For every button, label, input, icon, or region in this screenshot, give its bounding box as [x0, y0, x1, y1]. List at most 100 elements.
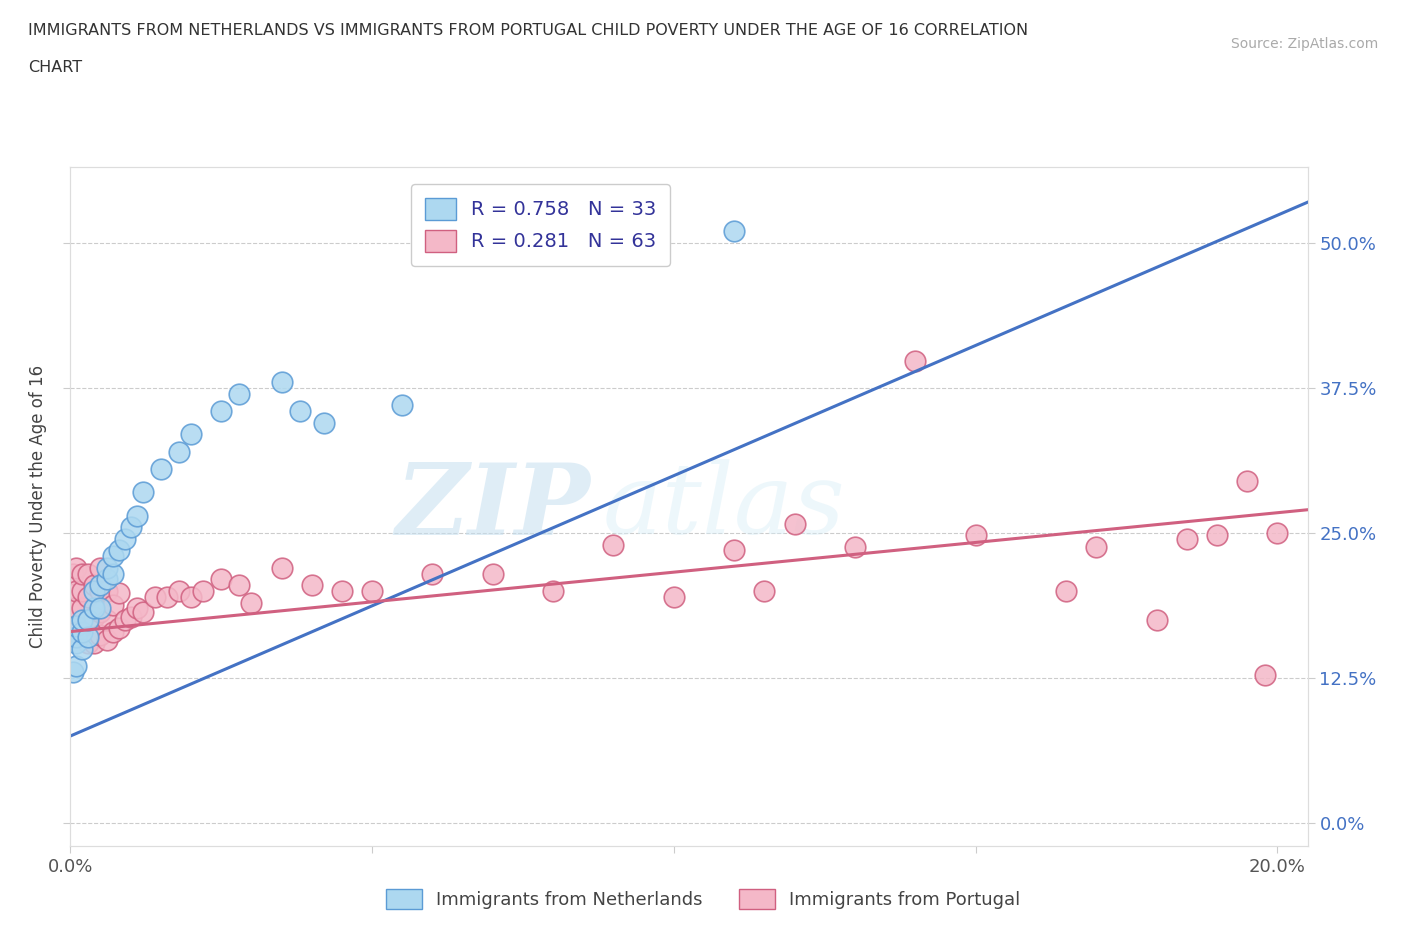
Point — [754, 583, 776, 598]
Point — [541, 583, 564, 598]
Point — [114, 613, 136, 628]
Point — [120, 609, 142, 624]
Text: Source: ZipAtlas.com: Source: ZipAtlas.com — [1230, 37, 1378, 51]
Point — [270, 375, 292, 390]
Point — [65, 601, 87, 616]
Point — [101, 566, 124, 581]
Point — [391, 398, 413, 413]
Point — [77, 613, 100, 628]
Point — [65, 583, 87, 598]
Point — [77, 613, 100, 628]
Point — [125, 508, 148, 523]
Point — [65, 630, 87, 644]
Text: CHART: CHART — [28, 60, 82, 75]
Point — [904, 353, 927, 368]
Y-axis label: Child Poverty Under the Age of 16: Child Poverty Under the Age of 16 — [30, 365, 48, 648]
Point — [65, 636, 87, 651]
Point — [83, 578, 105, 592]
Point — [89, 628, 111, 643]
Point — [65, 561, 87, 576]
Point — [723, 224, 745, 239]
Point — [1206, 528, 1229, 543]
Point — [844, 539, 866, 554]
Point — [101, 597, 124, 612]
Point — [72, 624, 94, 639]
Point — [114, 531, 136, 546]
Point — [240, 595, 263, 610]
Point — [191, 583, 214, 598]
Point — [132, 604, 155, 619]
Point — [361, 583, 384, 598]
Point — [149, 461, 172, 476]
Point — [288, 404, 311, 418]
Point — [77, 566, 100, 581]
Point — [89, 601, 111, 616]
Point — [107, 586, 129, 601]
Point — [209, 572, 232, 587]
Point — [77, 590, 100, 604]
Point — [96, 583, 118, 598]
Point — [89, 604, 111, 619]
Point — [101, 624, 124, 639]
Point — [107, 543, 129, 558]
Text: ZIP: ZIP — [395, 458, 591, 555]
Point — [101, 549, 124, 564]
Point — [1175, 531, 1198, 546]
Point — [96, 632, 118, 647]
Point — [89, 561, 111, 576]
Point — [180, 427, 202, 442]
Point — [96, 561, 118, 576]
Point — [125, 601, 148, 616]
Point — [228, 386, 250, 401]
Point — [1254, 667, 1277, 682]
Point — [65, 618, 87, 633]
Legend: R = 0.758   N = 33, R = 0.281   N = 63: R = 0.758 N = 33, R = 0.281 N = 63 — [411, 184, 671, 266]
Point — [156, 590, 179, 604]
Text: IMMIGRANTS FROM NETHERLANDS VS IMMIGRANTS FROM PORTUGAL CHILD POVERTY UNDER THE : IMMIGRANTS FROM NETHERLANDS VS IMMIGRANT… — [28, 23, 1028, 38]
Point — [107, 620, 129, 635]
Point — [662, 590, 685, 604]
Point — [72, 601, 94, 616]
Point — [89, 578, 111, 592]
Point — [1085, 539, 1108, 554]
Point — [72, 566, 94, 581]
Point — [143, 590, 166, 604]
Point — [1146, 613, 1168, 628]
Point — [312, 416, 335, 431]
Point — [72, 624, 94, 639]
Point — [62, 566, 84, 581]
Point — [83, 583, 105, 598]
Point — [89, 583, 111, 598]
Point — [77, 636, 100, 651]
Point — [270, 561, 292, 576]
Point — [65, 659, 87, 674]
Point — [62, 601, 84, 616]
Point — [132, 485, 155, 499]
Point — [1236, 473, 1258, 488]
Point — [783, 516, 806, 531]
Text: atlas: atlas — [602, 459, 845, 554]
Point — [228, 578, 250, 592]
Point — [209, 404, 232, 418]
Point — [83, 636, 105, 651]
Point — [723, 543, 745, 558]
Point — [72, 642, 94, 657]
Point — [330, 583, 353, 598]
Point — [167, 583, 190, 598]
Point — [96, 613, 118, 628]
Point — [65, 624, 87, 639]
Point — [1267, 525, 1289, 540]
Point — [422, 566, 444, 581]
Point — [301, 578, 323, 592]
Point — [62, 665, 84, 680]
Point — [96, 572, 118, 587]
Legend: Immigrants from Netherlands, Immigrants from Portugal: Immigrants from Netherlands, Immigrants … — [378, 882, 1028, 916]
Point — [167, 445, 190, 459]
Point — [72, 583, 94, 598]
Point — [83, 609, 105, 624]
Point — [602, 538, 624, 552]
Point — [120, 520, 142, 535]
Point — [965, 528, 987, 543]
Point — [1054, 583, 1077, 598]
Point — [77, 630, 100, 644]
